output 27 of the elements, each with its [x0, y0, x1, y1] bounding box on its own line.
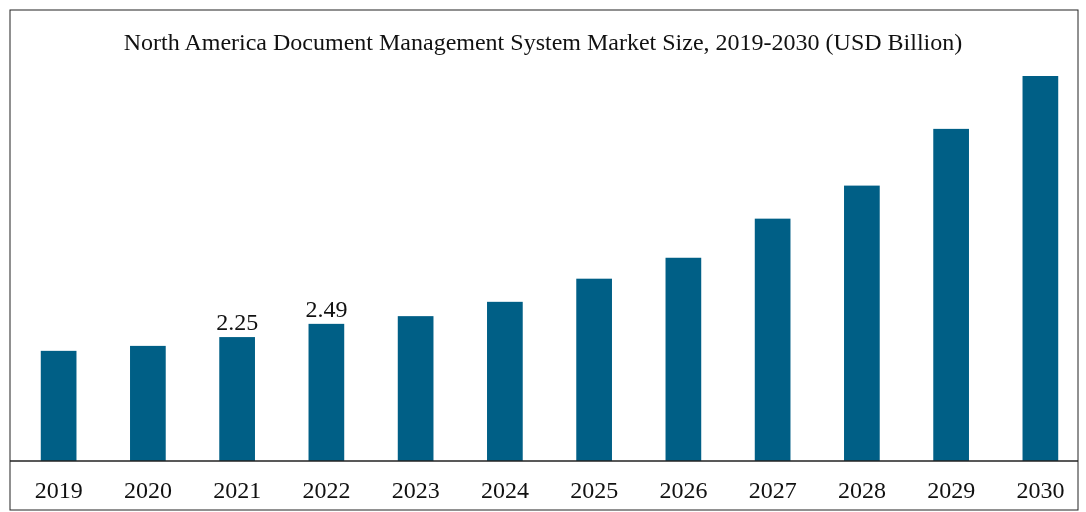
x-tick-label: 2030: [1016, 477, 1065, 503]
x-tick-label: 2022: [302, 477, 351, 503]
bar: [130, 345, 166, 461]
chart-title: North America Document Management System Market Size, 2019-2030 (USD Billion): [123, 29, 963, 55]
bar: [754, 218, 791, 461]
bar: [487, 301, 523, 461]
bar: [933, 128, 969, 461]
x-tick-label: 2024: [480, 477, 529, 503]
bar: [219, 337, 255, 461]
x-tick-label: 2020: [123, 477, 172, 503]
x-tick-label: 2027: [748, 477, 797, 503]
bar: [576, 278, 612, 461]
bar: [40, 350, 77, 461]
x-tick-label: 2019: [34, 477, 83, 503]
x-tick-label: 2021: [213, 477, 262, 503]
bar: [397, 316, 434, 461]
data-label: 2.49: [305, 295, 348, 322]
x-tick-label: 2025: [570, 477, 619, 503]
bar: [665, 257, 702, 461]
x-tick-label: 2026: [659, 477, 708, 503]
x-tick-label: 2029: [927, 477, 976, 503]
bar: [844, 185, 880, 461]
x-tick-label: 2028: [837, 477, 886, 503]
x-tick-label: 2023: [391, 477, 440, 503]
data-label: 2.25: [216, 309, 259, 336]
bar: [308, 323, 345, 461]
bar: [1022, 76, 1059, 461]
